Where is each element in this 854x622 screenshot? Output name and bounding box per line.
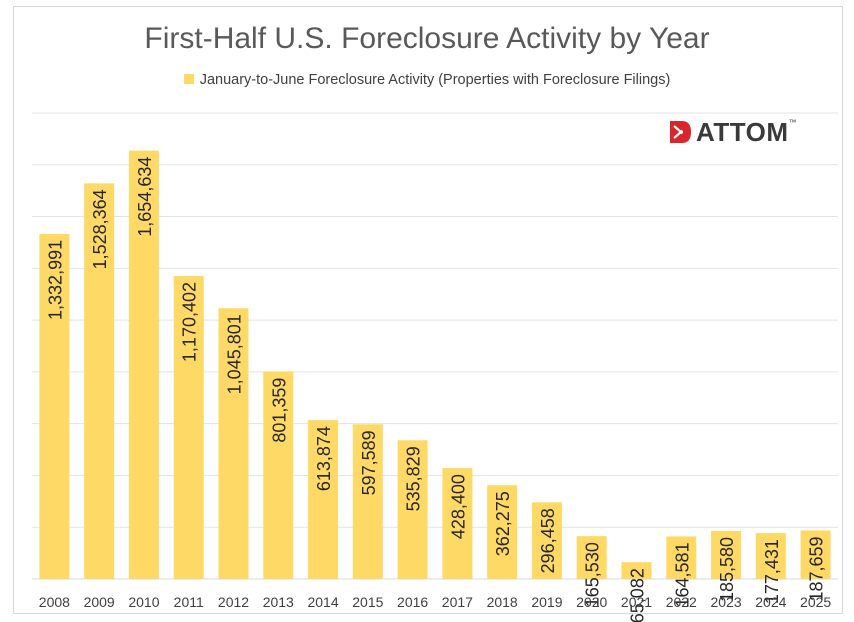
bar-2018: [487, 485, 518, 579]
bar-value-label: 164,581: [672, 542, 692, 607]
x-tick-label: 2015: [352, 594, 383, 610]
bar-value-label: 65,082: [628, 568, 648, 622]
bar-value-label: 1,528,364: [90, 189, 110, 269]
gridlines: [32, 112, 838, 580]
legend-label: January-to-June Foreclosure Activity (Pr…: [199, 72, 671, 88]
bar-value-label: 535,829: [404, 446, 424, 511]
bar-value-label: 165,530: [583, 542, 603, 607]
chart-legend: January-to-June Foreclosure Activity (Pr…: [0, 72, 854, 88]
bar-value-label: 1,332,991: [45, 240, 65, 320]
x-tick-label: 2024: [755, 594, 786, 610]
x-tick-label: 2012: [218, 594, 249, 610]
bar-value-label: 613,874: [314, 426, 334, 491]
bar-2009: [84, 183, 115, 579]
bar-2015: [352, 424, 383, 579]
x-tick-label: 2021: [621, 594, 652, 610]
chart-title: First-Half U.S. Foreclosure Activity by …: [144, 22, 710, 55]
attom-logo-tm: ™: [788, 118, 797, 127]
bar-value-label: 428,400: [448, 474, 468, 539]
x-tick-label: 2011: [174, 594, 204, 610]
bar-2008: [39, 233, 70, 579]
attom-logo-text: ATTOM: [696, 116, 789, 147]
attom-logo: ATTOM ™: [666, 116, 797, 148]
bar-2024: [755, 533, 786, 579]
bar-2021: [621, 562, 652, 579]
bar-2017: [442, 468, 473, 579]
bar-2025: [800, 530, 831, 579]
bar-2011: [173, 275, 204, 579]
bar-2016: [397, 440, 428, 579]
x-tick-label: 2016: [397, 594, 428, 610]
x-tick-label: 2022: [666, 594, 697, 610]
bar-2014: [308, 420, 339, 579]
x-tick-label: 2013: [263, 594, 294, 610]
x-tick-label: 2010: [128, 594, 159, 610]
x-tick-label: 2018: [487, 594, 518, 610]
bar-2013: [263, 371, 294, 579]
x-tick-labels: 2008 2009 2010 2011 2012 2013 2014 2015 2016 2017…: [39, 594, 832, 610]
bar-value-label: 801,359: [269, 378, 289, 443]
legend-swatch: [183, 74, 194, 84]
x-tick-label: 2014: [307, 594, 338, 610]
bars: [39, 150, 831, 579]
bar-2023: [711, 530, 742, 579]
bar-value-label: 1,170,402: [180, 282, 200, 362]
bar-value-label: 296,458: [538, 508, 558, 573]
x-tick-label: 2008: [39, 594, 70, 610]
bar-2010: [128, 150, 159, 579]
attom-logo-icon: [670, 121, 691, 143]
bar-value-label: 1,045,801: [225, 314, 245, 394]
x-tick-label: 2019: [531, 594, 562, 610]
x-tick-label: 2009: [84, 594, 115, 610]
x-tick-label: 2025: [800, 594, 831, 610]
bar-value-label: 1,654,634: [135, 157, 155, 237]
bar-2012: [218, 308, 249, 579]
x-tick-label: 2017: [442, 594, 473, 610]
bar-value-labels: 1,332,991 1,528,364 1,654,634 1,170,402 1,04…: [45, 157, 826, 622]
x-tick-label: 2020: [576, 594, 607, 610]
bar-value-label: 187,659: [807, 536, 827, 601]
bar-value-label: 185,580: [717, 537, 737, 602]
bar-2019: [531, 502, 562, 579]
bar-2022: [666, 536, 697, 579]
x-tick-label: 2023: [710, 594, 741, 610]
bar-value-label: 362,275: [493, 491, 513, 556]
bar-value-label: 177,431: [762, 539, 782, 604]
bar-value-label: 597,589: [359, 430, 379, 495]
bar-2020: [576, 536, 607, 579]
